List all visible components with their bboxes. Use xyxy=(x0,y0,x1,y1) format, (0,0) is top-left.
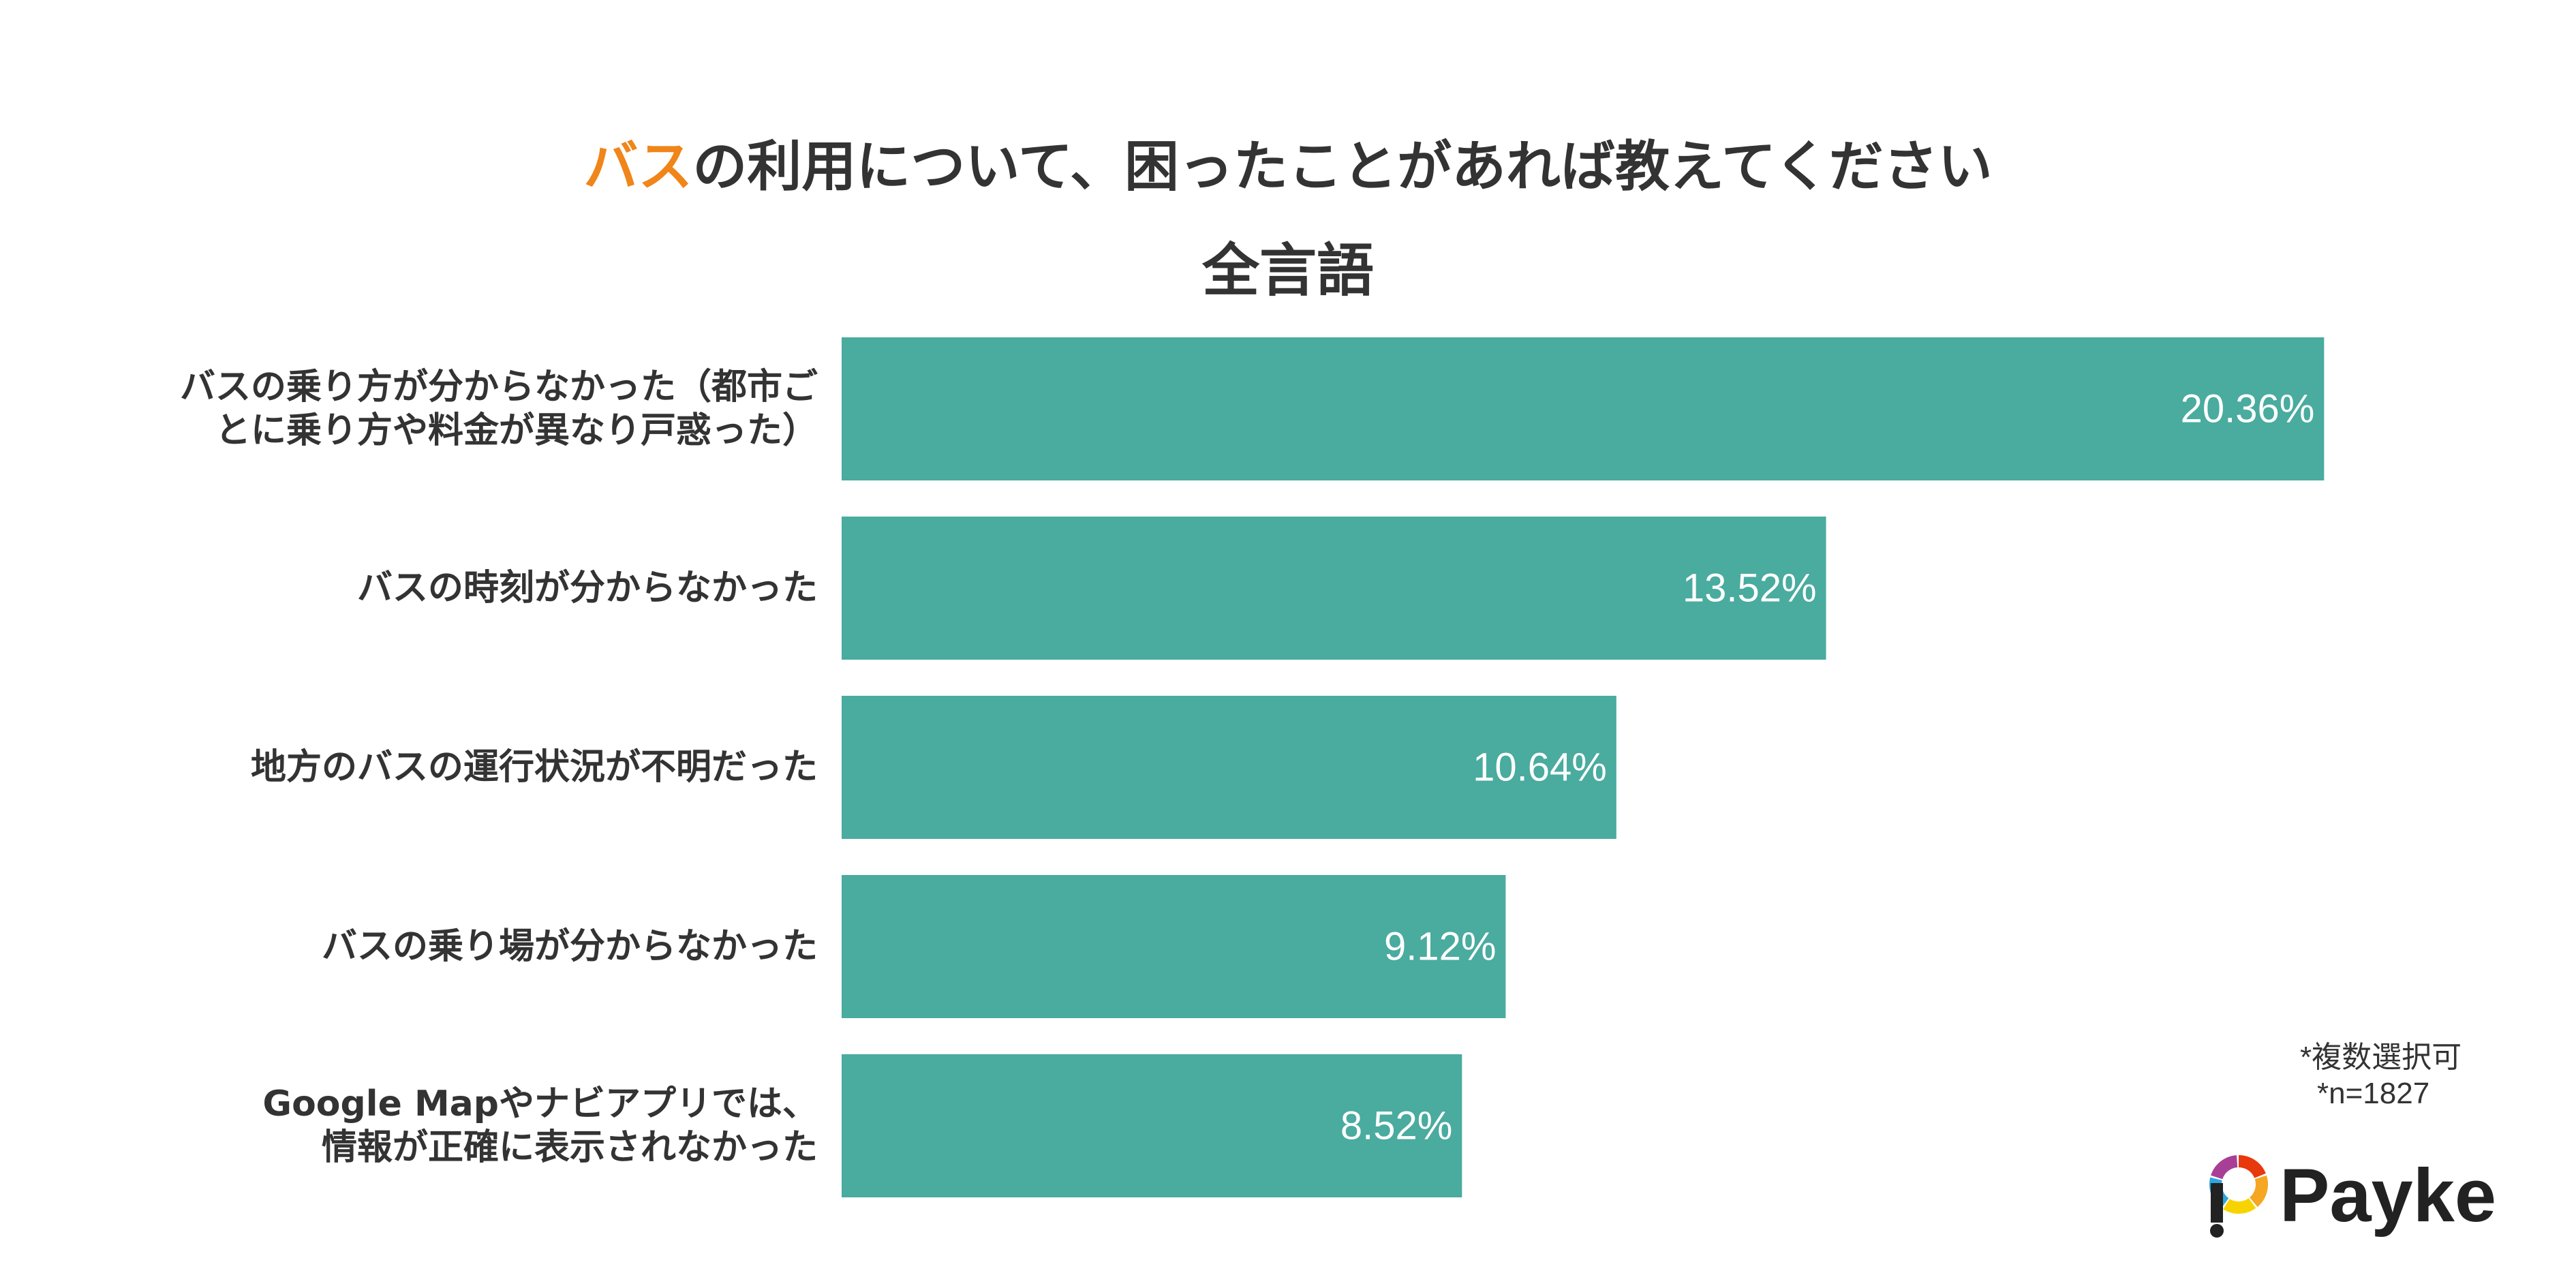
payke-logo-icon xyxy=(2209,1155,2268,1238)
value-label-3: 10.64% xyxy=(1473,746,1607,790)
logo-dot xyxy=(2210,1224,2224,1238)
logo-ring-segment-1 xyxy=(2238,1155,2266,1179)
logo-ring-segment-3 xyxy=(2223,1197,2256,1214)
value-label-5: 8.52% xyxy=(1340,1104,1452,1148)
category-label-5-line-2: 情報が正確に表示されなかった xyxy=(322,1127,818,1168)
category-label-2-line-1: バスの時刻が分からなかった xyxy=(357,568,818,609)
chart-title-accent: バス xyxy=(583,135,693,198)
value-label-4: 9.12% xyxy=(1384,925,1496,969)
category-label-1-line-2: とに乗り方や料金が異なり戸惑った） xyxy=(215,410,818,451)
bar-1 xyxy=(842,337,2325,480)
value-label-1: 20.36% xyxy=(2181,387,2315,431)
payke-logo-text: Payke xyxy=(2280,1154,2497,1238)
logo-ring-segment-2 xyxy=(2249,1175,2268,1207)
bar-2 xyxy=(842,517,1826,660)
category-label-5-line-1: Google Mapやナビアプリでは、 xyxy=(262,1084,818,1124)
category-label-1-line-1: バスの乗り方が分からなかった（都市ご xyxy=(180,367,818,408)
bar-4 xyxy=(842,875,1506,1018)
note-sample-size: *n=1827 xyxy=(2317,1077,2430,1110)
chart-subtitle: 全言語 xyxy=(1201,237,1374,304)
chart-title-rest: の利用について、困ったことがあれば教えてください xyxy=(692,135,1993,198)
logo-ring-segment-5 xyxy=(2211,1155,2238,1180)
bar-5 xyxy=(842,1054,1462,1197)
category-label-3-line-1: 地方のバスの運行状況が不明だった xyxy=(251,747,818,788)
logo-stem xyxy=(2211,1183,2223,1223)
payke-logo: Payke xyxy=(2201,1152,2508,1240)
chart-title: バスの利用について、困ったことがあれば教えてください xyxy=(0,129,2576,204)
note-multiple-choice: *複数選択可 xyxy=(2300,1041,2462,1074)
bar-3 xyxy=(842,696,1616,839)
value-label-2: 13.52% xyxy=(1683,566,1817,611)
category-label-4-line-1: バスの乗り場が分からなかった xyxy=(322,926,818,967)
